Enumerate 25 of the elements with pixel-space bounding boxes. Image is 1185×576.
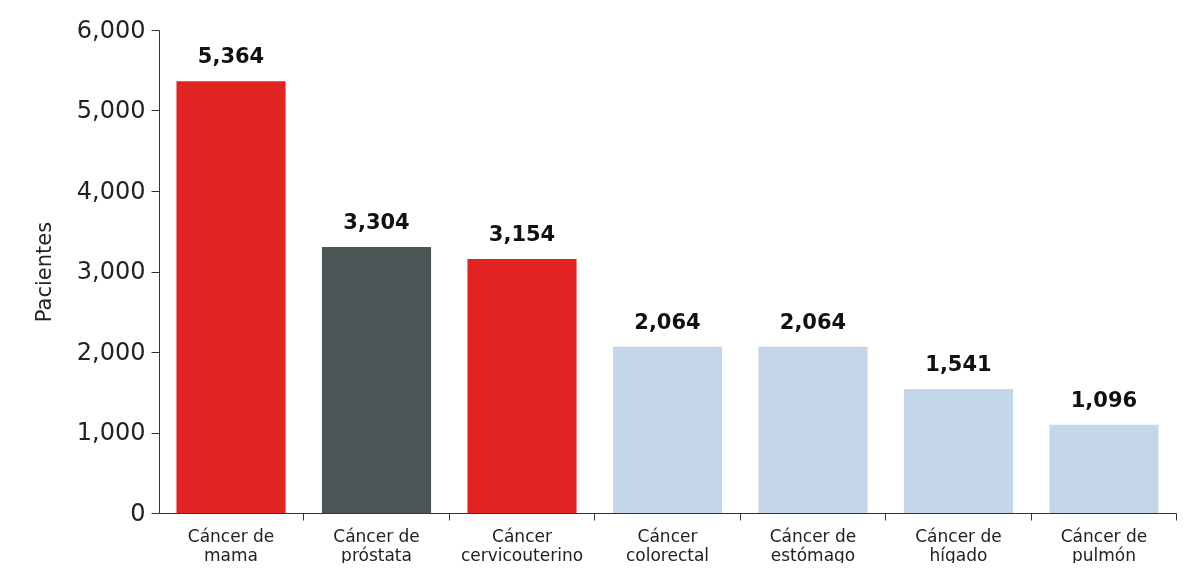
y-tick-label: 3,000: [76, 257, 146, 285]
data-label: 2,064: [634, 309, 701, 334]
data-label: 3,304: [343, 210, 410, 235]
data-label: 3,154: [488, 222, 556, 247]
bar: [1049, 424, 1159, 513]
y-tick-label: 5,000: [76, 96, 146, 124]
bar: [321, 247, 432, 513]
y-tick-label: 6,000: [76, 15, 146, 44]
data-label: 1,096: [1070, 387, 1138, 412]
y-tick-label: 1,000: [76, 418, 146, 446]
data-label: 5,364: [197, 44, 265, 69]
bar: [612, 346, 723, 513]
bar: [758, 346, 868, 513]
x-tick-label: Cáncer colorectal: [625, 525, 710, 565]
bar: [467, 259, 577, 513]
y-tick-label: 0: [130, 498, 146, 527]
bar: [903, 388, 1014, 513]
y-tick-label: 2,000: [76, 337, 146, 366]
bar: [176, 81, 286, 513]
y-axis-title: Pacientes: [31, 221, 56, 323]
x-tick-label: Cáncer de mama: [187, 525, 275, 565]
x-tick-label: Cáncer cervicouterino: [460, 525, 584, 565]
data-label: 2,064: [779, 309, 847, 334]
data-label: 1,541: [925, 351, 992, 376]
y-tick-label: 4,000: [76, 176, 146, 205]
